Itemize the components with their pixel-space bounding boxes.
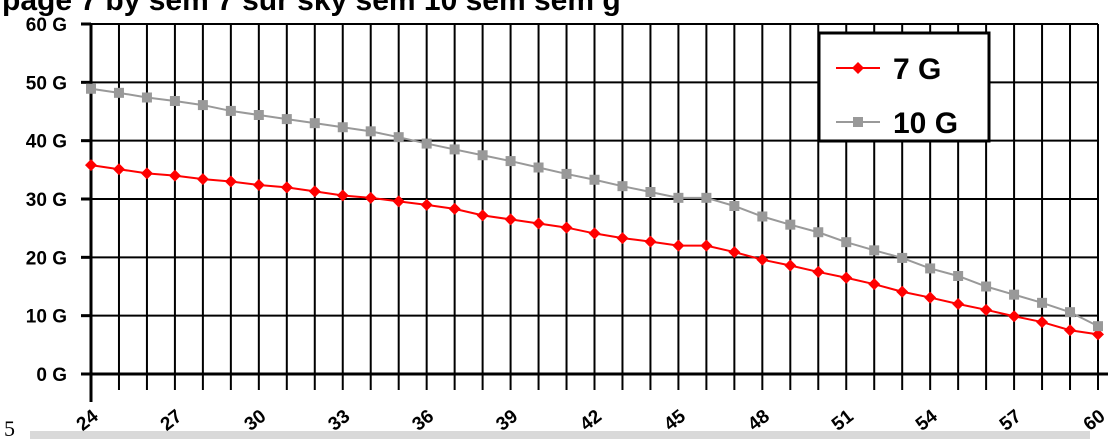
- y-tick-label: 10 G: [26, 307, 67, 328]
- data-point-series-0: [924, 291, 937, 304]
- data-point-series-1: [813, 227, 824, 238]
- data-point-series-1: [841, 237, 852, 248]
- stray-label: 5: [4, 416, 15, 439]
- y-tick-label: 0 G: [36, 365, 67, 386]
- data-point-series-0: [196, 173, 209, 186]
- data-point-series-0: [1036, 316, 1049, 329]
- data-point-series-0: [280, 181, 293, 194]
- data-point-series-0: [1092, 328, 1104, 341]
- clipped-header-text: page 7 by sem 7 sur sky sem 10 sem sem g: [2, 0, 621, 17]
- data-point-series-1: [309, 118, 320, 129]
- data-point-series-0: [504, 213, 517, 226]
- data-point-series-1: [225, 105, 236, 116]
- data-point-series-0: [784, 259, 797, 272]
- data-point-series-0: [588, 227, 601, 240]
- data-point-series-0: [112, 163, 125, 176]
- legend-label-7g: 7 G: [893, 53, 941, 86]
- data-point-series-0: [868, 278, 881, 291]
- data-point-series-0: [252, 179, 265, 191]
- data-point-series-1: [981, 281, 992, 292]
- series-group: [85, 83, 1104, 341]
- data-point-series-1: [729, 201, 740, 211]
- data-point-series-0: [364, 191, 377, 204]
- data-point-series-1: [477, 150, 488, 161]
- data-point-series-0: [840, 271, 853, 284]
- data-point-series-0: [980, 303, 993, 316]
- data-point-series-1: [141, 92, 152, 103]
- data-point-series-1: [617, 181, 628, 192]
- data-point-series-0: [644, 235, 657, 248]
- data-point-series-1: [1037, 297, 1048, 308]
- data-point-series-0: [560, 221, 573, 234]
- x-tick-label: 45: [660, 406, 690, 436]
- data-point-series-0: [756, 253, 769, 266]
- data-point-series-1: [925, 263, 936, 274]
- data-point-series-1: [505, 156, 516, 167]
- data-point-series-0: [532, 217, 545, 230]
- data-point-series-1: [869, 245, 880, 256]
- data-point-series-1: [421, 138, 432, 149]
- data-point-series-1: [757, 211, 768, 222]
- y-tick-label: 20 G: [26, 248, 67, 269]
- data-point-series-0: [1008, 310, 1021, 323]
- y-tick-label: 60 G: [26, 15, 67, 36]
- data-point-series-0: [1064, 324, 1077, 337]
- data-point-series-0: [728, 246, 741, 259]
- data-point-series-1: [561, 168, 572, 179]
- data-point-series-1: [281, 114, 292, 125]
- x-tick-label: 24: [73, 406, 103, 436]
- data-point-series-0: [392, 195, 405, 208]
- bottom-band: [30, 431, 1090, 439]
- data-point-series-0: [896, 285, 909, 298]
- data-point-series-1: [169, 96, 180, 106]
- data-point-series-1: [897, 252, 908, 263]
- data-point-series-1: [1065, 307, 1076, 318]
- data-point-series-0: [140, 167, 153, 180]
- data-point-series-1: [253, 110, 264, 120]
- legend-label-10g: 10 G: [893, 107, 958, 140]
- legend-marker-7g: [852, 62, 864, 74]
- data-point-series-1: [113, 87, 124, 98]
- data-point-series-1: [645, 187, 656, 197]
- data-point-series-1: [197, 100, 208, 111]
- data-point-series-0: [448, 202, 461, 215]
- data-point-series-0: [952, 298, 965, 310]
- data-point-series-0: [224, 175, 237, 188]
- axes: [30, 22, 1108, 439]
- data-point-series-0: [672, 239, 685, 252]
- data-point-series-1: [365, 126, 376, 137]
- legend: 7 G 10 G: [817, 31, 991, 143]
- data-point-series-1: [785, 219, 796, 230]
- y-tick-label: 30 G: [26, 190, 67, 211]
- data-point-series-0: [616, 232, 629, 245]
- data-point-series-0: [476, 209, 489, 222]
- data-point-series-0: [420, 198, 433, 211]
- data-point-series-1: [449, 144, 460, 155]
- data-point-series-1: [1093, 321, 1103, 332]
- data-point-series-1: [1009, 289, 1020, 300]
- data-point-series-1: [86, 83, 96, 94]
- x-tick-label: 54: [912, 406, 942, 436]
- data-point-series-0: [336, 189, 349, 202]
- data-point-series-1: [337, 122, 348, 133]
- data-point-series-0: [168, 169, 181, 182]
- data-point-series-1: [533, 162, 544, 173]
- y-tick-labels: 0 G 10 G 20 G 30 G 40 G 50 G 60 G: [26, 15, 67, 386]
- data-point-series-0: [700, 239, 713, 252]
- data-point-series-1: [393, 132, 404, 143]
- data-point-series-1: [673, 192, 684, 203]
- x-tick-labels: 24 27 30 33 36 39 42 45 48 51 54 57 60: [73, 406, 1108, 436]
- x-tick-label: 51: [828, 406, 858, 436]
- data-point-series-0: [308, 185, 321, 198]
- data-point-series-1: [589, 174, 600, 185]
- data-point-series-1: [953, 271, 964, 281]
- y-tick-label: 50 G: [26, 73, 67, 94]
- legend-marker-10g: [853, 117, 863, 127]
- data-point-series-1: [701, 192, 712, 203]
- data-point-series-0: [85, 159, 97, 172]
- y-tick-label: 40 G: [26, 132, 67, 153]
- data-point-series-0: [812, 265, 825, 278]
